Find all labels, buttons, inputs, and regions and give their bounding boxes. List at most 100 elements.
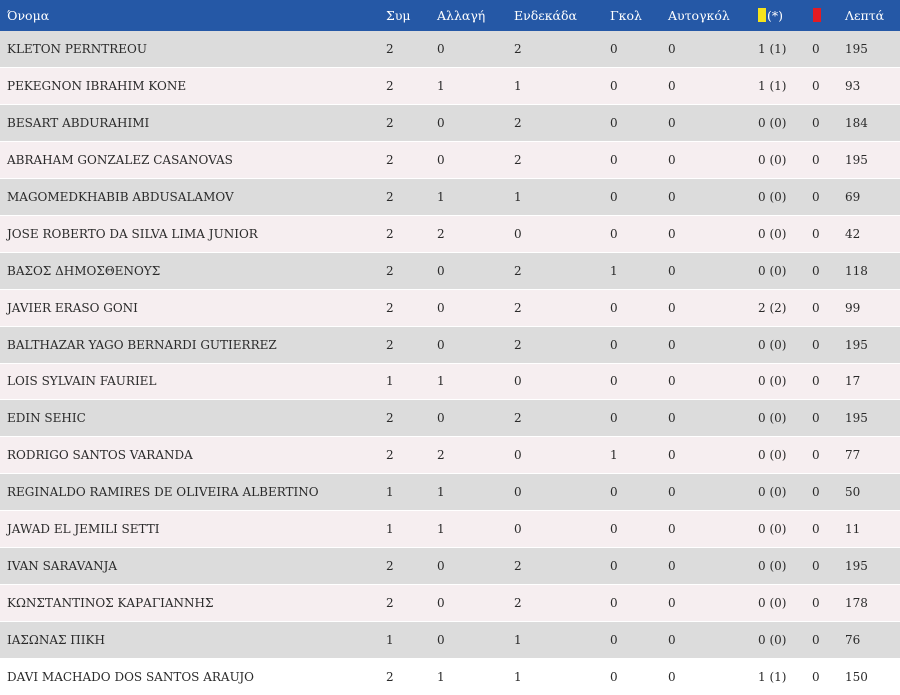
- cell-own-goals: 0: [668, 546, 758, 585]
- table-row[interactable]: RODRIGO SANTOS VARANDA 2 2 0 1 0 0 (0) 0 77: [0, 436, 900, 474]
- cell-appearances: 2: [386, 657, 437, 695]
- cell-name: IVAN SARAVANJA: [0, 546, 386, 585]
- cell-red-cards: 0: [812, 436, 845, 474]
- table-row[interactable]: JAVIER ERASO GONI 2 0 2 0 0 2 (2) 0 99: [0, 288, 900, 327]
- table-row[interactable]: ABRAHAM GONZALEZ CASANOVAS 2 0 2 0 0 0 (0) 0 195: [0, 141, 900, 179]
- cell-red-cards: 0: [812, 399, 845, 437]
- cell-yellow-cards: 0 (0): [758, 141, 812, 179]
- cell-yellow-cards: 1 (1): [758, 657, 812, 695]
- cell-starts: 0: [514, 436, 610, 474]
- cell-substitutions: 0: [437, 42, 445, 57]
- cell-goals: 0: [610, 42, 618, 57]
- cell-minutes: 178: [845, 583, 900, 622]
- cell-substitutions: 2: [437, 214, 514, 253]
- cell-appearances: 2: [386, 436, 437, 474]
- cell-red-cards: 0: [812, 178, 845, 216]
- header-red-cards[interactable]: [812, 0, 845, 31]
- cell-goals: 1: [610, 251, 668, 290]
- table-row[interactable]: LOIS SYLVAIN FAURIEL 1 1 0 0 0 0 (0) 0 17: [0, 362, 900, 400]
- cell-minutes: 42: [845, 214, 900, 253]
- cell-goals: 0: [610, 473, 668, 511]
- cell-substitutions: 0: [437, 325, 514, 364]
- cell-goals: 0: [610, 620, 668, 659]
- cell-starts: 0: [514, 214, 610, 253]
- cell-substitutions: 1: [437, 657, 514, 695]
- table-body: KLETON PERNTREOU 2 0 2 0 0 1 (1) 0 195 PEKEGNON I…: [0, 31, 900, 695]
- table-row[interactable]: DAVI MACHADO DOS SANTOS ARAUJO 2 1 1 0 0 1 (1)…: [0, 657, 900, 695]
- table-row[interactable]: ΒΑΣΟΣ ΔΗΜΟΣΘΕΝΟΥΣ 2 0 2 1 0 0 (0) 0 118: [0, 251, 900, 290]
- cell-name: MAGOMEDKHABIB ABDUSALAMOV: [0, 178, 386, 216]
- header-appearances[interactable]: Συμ: [386, 0, 437, 31]
- cell-red-cards: 0: [812, 214, 845, 253]
- cell-yellow-cards: 0 (0): [758, 214, 812, 253]
- cell-appearances: 2: [386, 178, 437, 216]
- table-row[interactable]: JAWAD EL JEMILI SETTI 1 1 0 0 0 0 (0) 0 11: [0, 510, 900, 548]
- cell-name: REGINALDO RAMIRES DE OLIVEIRA ALBERTINO: [0, 473, 386, 511]
- cell-starts: 2: [514, 141, 610, 179]
- cell-own-goals: 0: [668, 362, 758, 400]
- cell-minutes: 69: [845, 178, 900, 216]
- cell-own-goals: 0: [668, 214, 758, 253]
- cell-goals: 0: [610, 546, 668, 585]
- header-starts[interactable]: Ενδεκάδα: [514, 0, 610, 31]
- cell-own-goals: 0: [668, 251, 758, 290]
- cell-own-goals: 0: [668, 436, 758, 474]
- cell-own-goals: 0: [668, 510, 758, 548]
- cell-starts: 1: [514, 67, 610, 105]
- cell-starts: 2: [514, 42, 522, 57]
- header-name[interactable]: Όνομα: [0, 0, 386, 31]
- cell-substitutions: 0: [437, 141, 514, 179]
- cell-minutes: 195: [845, 141, 900, 179]
- header-own-goals-label: Αυτογκόλ: [668, 8, 730, 23]
- cell-yellow-cards: 0 (0): [758, 436, 812, 474]
- cell-starts: 2: [514, 583, 610, 622]
- cell-own-goals: 0: [668, 178, 758, 216]
- cell-starts: 2: [514, 399, 610, 437]
- cell-minutes: 11: [845, 510, 900, 548]
- cell-minutes: 99: [845, 288, 900, 327]
- cell-red-cards: 0: [812, 104, 845, 142]
- cell-yellow-cards: 0 (0): [758, 399, 812, 437]
- header-minutes-label: Λεπτά: [845, 8, 885, 23]
- header-appearances-label: Συμ: [386, 8, 411, 23]
- table-row[interactable]: PEKEGNON IBRAHIM KONE 2 1 1 0 0 1 (1) 0 93: [0, 67, 900, 105]
- cell-yellow-cards: 0 (0): [758, 473, 812, 511]
- table-row[interactable]: MAGOMEDKHABIB ABDUSALAMOV 2 1 1 0 0 0 (0) 0 69: [0, 178, 900, 216]
- cell-own-goals: 0: [668, 288, 758, 327]
- cell-appearances: 1: [386, 620, 437, 659]
- cell-red-cards: 0: [812, 325, 845, 364]
- cell-appearances: 2: [386, 42, 394, 57]
- table-row[interactable]: IVAN SARAVANJA 2 0 2 0 0 0 (0) 0 195: [0, 546, 900, 585]
- header-yellow-cards[interactable]: (*): [758, 0, 812, 31]
- table-row[interactable]: EDIN SEHIC 2 0 2 0 0 0 (0) 0 195: [0, 399, 900, 437]
- cell-appearances: 2: [386, 214, 437, 253]
- cell-goals: 0: [610, 362, 668, 400]
- header-minutes[interactable]: Λεπτά: [845, 0, 900, 31]
- cell-goals: 1: [610, 436, 668, 474]
- header-own-goals[interactable]: Αυτογκόλ: [668, 0, 758, 31]
- cell-minutes: 76: [845, 620, 900, 659]
- table-row[interactable]: REGINALDO RAMIRES DE OLIVEIRA ALBERTINO 1…: [0, 473, 900, 511]
- cell-starts: 0: [514, 510, 610, 548]
- cell-yellow-cards: 0 (0): [758, 362, 812, 400]
- table-row[interactable]: ΙΑΣΩΝΑΣ ΠΙΚΗ 1 0 1 0 0 0 (0) 0 76: [0, 620, 900, 659]
- table-row[interactable]: JOSE ROBERTO DA SILVA LIMA JUNIOR 2 2 0 0 0 0 …: [0, 214, 900, 253]
- cell-goals: 0: [610, 104, 668, 142]
- cell-yellow-cards: 0 (0): [758, 620, 812, 659]
- header-substitutions[interactable]: Αλλαγή: [437, 0, 514, 31]
- cell-yellow-cards: 0 (0): [758, 510, 812, 548]
- header-goals-label: Γκολ: [610, 8, 642, 23]
- table-row[interactable]: BALTHAZAR YAGO BERNARDI GUTIERREZ 2 0 2 0 0 0 …: [0, 325, 900, 364]
- cell-yellow-cards: 0 (0): [758, 104, 812, 142]
- header-substitutions-label: Αλλαγή: [437, 8, 486, 23]
- header-goals[interactable]: Γκολ: [610, 0, 668, 31]
- cell-minutes: 195: [845, 546, 900, 585]
- table-row[interactable]: BESART ABDURAHIMI 2 0 2 0 0 0 (0) 0 184: [0, 104, 900, 142]
- cell-minutes: 195: [845, 399, 900, 437]
- cell-starts: 2: [514, 325, 610, 364]
- table-row[interactable]: ΚΩΝΣΤΑΝΤΙΝΟΣ ΚΑΡΑΓΙΑΝΝΗΣ 2 0 2 0 0 0 (0) 0 178: [0, 583, 900, 622]
- cell-goals: 0: [610, 178, 668, 216]
- table-row[interactable]: KLETON PERNTREOU 2 0 2 0 0 1 (1) 0 195: [0, 31, 900, 68]
- cell-minutes: 93: [845, 67, 900, 105]
